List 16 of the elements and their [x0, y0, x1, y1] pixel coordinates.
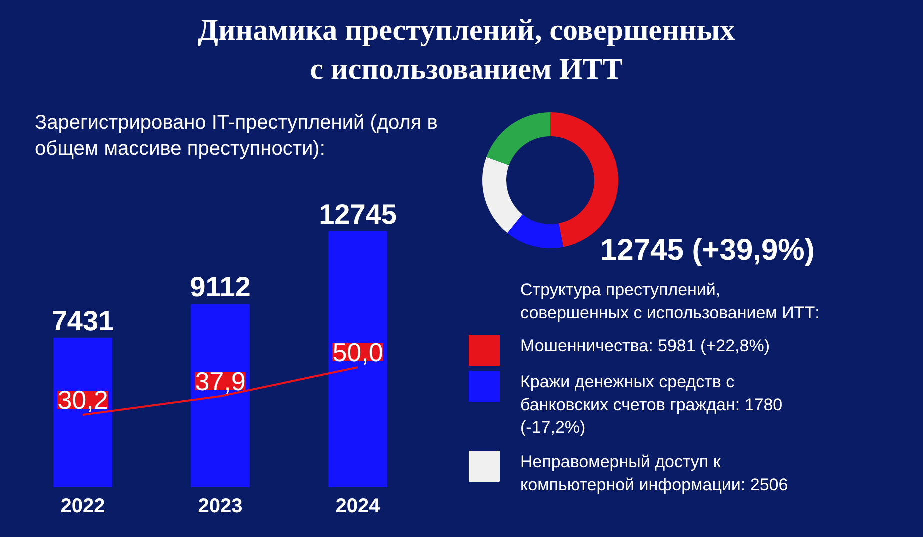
chart-title: Динамика преступлений, совершенных с использованием ИТТ — [198, 13, 736, 88]
legend-label: Неправомерный доступ к компьютерной информации: 2506 — [520, 452, 788, 494]
data-label: 37,9 — [195, 366, 246, 397]
chart-subtitle: Зарегистрировано IT-преступлений (доля в общем массиве преступности): — [35, 111, 439, 162]
text: 12745 (+39,9%) — [600, 234, 815, 267]
data-label: 50,0 — [332, 338, 384, 368]
data-label: 7431 — [52, 305, 114, 336]
x-tick-label: 2022 — [60, 496, 106, 518]
legend-label: Мошенничества: 5981 (+22,8%) — [520, 336, 770, 356]
x-tick-label: 2023 — [198, 496, 243, 518]
text: Структура преступлений, совершенных с использованием ИТТ: — [520, 280, 820, 322]
legend-label: Кражи денежных средств с банковских счетов граждан: 1780 (-17,2%) — [520, 372, 783, 438]
data-label: 30,2 — [58, 385, 108, 416]
x-tick-label: 2024 — [336, 496, 382, 518]
data-label: 9112 — [190, 272, 251, 303]
data-label: 12745 — [319, 198, 397, 230]
